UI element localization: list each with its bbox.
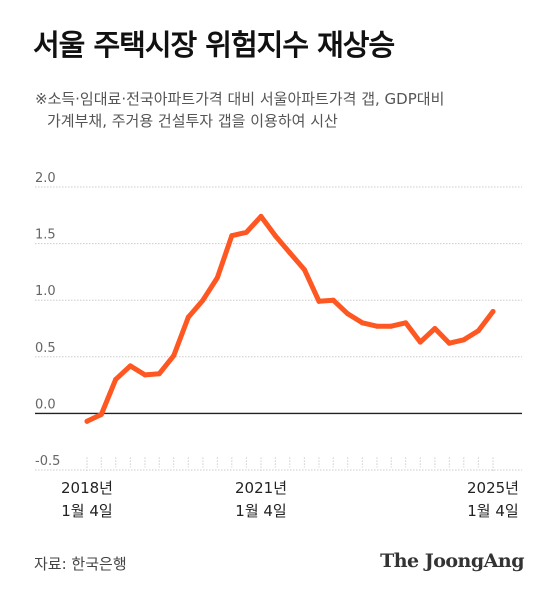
publisher-logo: The JoongAng — [380, 550, 524, 572]
data-point — [258, 213, 264, 219]
y-axis-ticks: -0.5 0.0 0.5 1.0 1.5 2.0 — [35, 171, 60, 469]
x-tick-label-date: 1월 4일 — [235, 502, 286, 520]
x-tick-label-date: 1월 4일 — [467, 502, 518, 520]
source-note: 자료: 한국은행 — [34, 555, 127, 573]
data-point — [84, 418, 90, 424]
data-point — [461, 337, 467, 343]
data-point — [243, 229, 249, 235]
data-point — [446, 340, 452, 346]
data-point — [374, 323, 380, 329]
data-point — [359, 320, 365, 326]
data-point — [345, 311, 351, 317]
data-point — [490, 309, 496, 315]
y-tick-label: 0.5 — [35, 341, 56, 356]
x-tick-label-year: 2021년 — [235, 479, 287, 497]
y-tick-label: 1.5 — [35, 228, 56, 243]
data-point — [417, 339, 423, 345]
grid-lines — [35, 186, 522, 471]
y-tick-label: 2.0 — [35, 171, 56, 186]
y-tick-label: 1.0 — [35, 284, 56, 299]
risk-index-line — [84, 213, 496, 424]
data-point — [113, 376, 119, 382]
chart-title: 서울 주택시장 위험지수 재상승 — [33, 28, 395, 62]
y-tick-label: 0.0 — [35, 397, 56, 412]
data-point — [272, 233, 278, 239]
series-layer — [84, 213, 496, 424]
data-point — [432, 326, 438, 331]
data-point — [316, 298, 322, 304]
x-axis-labels: 2018년 1월 4일 2021년 1월 4일 2025년 1월 4일 — [61, 479, 519, 520]
data-point — [287, 250, 293, 256]
chart-note-line-1: ※소득·임대료·전국아파트가격 대비 서울아파트가격 갭, GDP대비 — [35, 90, 445, 108]
data-point — [403, 320, 409, 326]
data-point — [185, 314, 191, 320]
chart-note-line-2: 가계부채, 주거용 건설투자 갭을 이용하여 시산 — [47, 112, 338, 130]
x-tick-label-date: 1월 4일 — [61, 502, 112, 520]
y-tick-label: -0.5 — [35, 454, 60, 469]
x-tick-label-year: 2018년 — [61, 479, 113, 497]
data-point — [229, 233, 235, 239]
data-point — [475, 328, 481, 334]
x-tick-label-year: 2025년 — [467, 479, 519, 497]
data-point — [98, 412, 104, 418]
data-point — [388, 323, 394, 329]
data-point — [127, 363, 133, 369]
data-point — [301, 267, 307, 273]
data-point — [214, 275, 220, 281]
line-chart: -0.5 0.0 0.5 1.0 1.5 2.0 2018년 1월 4일 2021년 1월 4일… — [35, 171, 522, 520]
data-point — [171, 353, 177, 359]
data-point — [200, 297, 206, 303]
chart-note: ※소득·임대료·전국아파트가격 대비 서울아파트가격 갭, GDP대비 가계부채… — [35, 88, 535, 132]
x-axis-ticks — [86, 457, 494, 472]
data-point — [156, 371, 162, 377]
data-point — [330, 297, 336, 303]
data-point — [142, 372, 148, 378]
